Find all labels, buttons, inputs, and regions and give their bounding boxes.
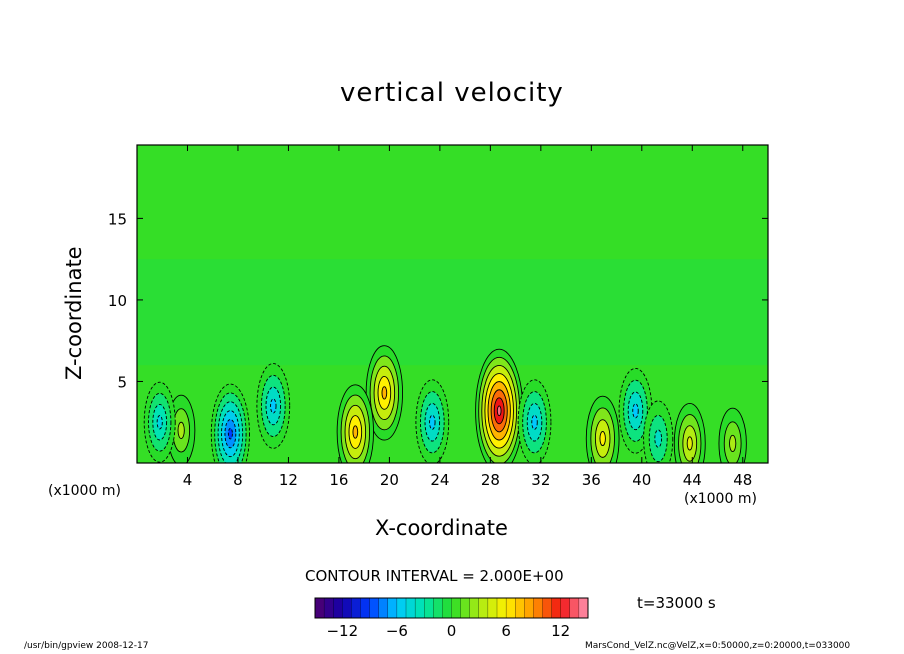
cell-11-level-3 — [632, 403, 639, 419]
cell-13-level-2 — [654, 429, 663, 448]
cell-7-level-5 — [227, 427, 233, 440]
colorbar-cell — [405, 597, 416, 619]
colorbar-cell — [323, 597, 334, 619]
x-tick-label: 28 — [481, 471, 500, 489]
x-tick-label: 36 — [582, 471, 601, 489]
colorbar-cell — [424, 597, 434, 619]
colorbar-cell — [542, 597, 553, 619]
x-unit-label-left: (x1000 m) — [48, 483, 121, 499]
x-tick-label: 44 — [683, 471, 702, 489]
colorbar-cell — [360, 597, 371, 619]
colorbar-cell — [369, 597, 380, 619]
colorbar-cell — [487, 597, 498, 619]
x-axis-label: X-coordinate — [375, 516, 508, 540]
colorbar-tick-label: 0 — [447, 622, 457, 640]
colorbar-cell — [569, 597, 580, 619]
cell-0-level-7 — [496, 405, 502, 417]
chart-title: vertical velocity — [340, 78, 564, 108]
colorbar-cell — [414, 597, 425, 619]
colorbar-cell — [387, 597, 398, 619]
colorbar-tick-label: −6 — [386, 622, 408, 640]
cell-8-level-3 — [270, 398, 277, 414]
colorbar-cell — [469, 597, 480, 619]
colorbar-cell — [560, 597, 571, 619]
field-band — [137, 259, 768, 366]
x-tick-label: 12 — [279, 471, 298, 489]
colorbar-tick-label: 6 — [501, 622, 511, 640]
footer-program-date: /usr/bin/gpview 2008-12-17 — [24, 641, 149, 651]
cell-10-level-3 — [531, 414, 538, 430]
colorbar-cell — [496, 597, 507, 619]
colorbar-cell — [515, 597, 525, 619]
y-tick-label: 10 — [108, 292, 127, 310]
cell-5-level-2 — [729, 434, 737, 453]
x-tick-label: 20 — [380, 471, 399, 489]
x-axis-ticks: 4 8 12 16 20 24 28 32 36 40 44 48 — [183, 145, 752, 489]
cell-2-level-4 — [352, 425, 359, 439]
y-tick-label: 5 — [117, 373, 127, 391]
cell-3-level-3 — [599, 431, 606, 447]
cell-9-level-3 — [429, 414, 436, 430]
colorbar-cell — [505, 597, 516, 619]
contour-interval-label: CONTOUR INTERVAL = 2.000E+00 — [305, 567, 564, 585]
colorbar-tick-label: −12 — [326, 622, 358, 640]
colorbar-cell — [578, 597, 589, 619]
cell-4-level-3 — [686, 436, 693, 451]
colorbar-tick-label: 12 — [551, 622, 570, 640]
cell-1-level-4 — [381, 386, 388, 400]
colorbar-cell — [314, 597, 325, 619]
x-tick-label: 48 — [733, 471, 752, 489]
colorbar-cell — [342, 597, 352, 619]
cell-12-level-3 — [156, 415, 163, 430]
colorbar-cell — [524, 597, 534, 619]
colorbar-cell — [533, 597, 543, 619]
colorbar-cell — [478, 597, 489, 619]
colorbar-cell — [460, 597, 471, 619]
y-axis-ticks: 5 10 15 — [108, 210, 768, 391]
time-label: t=33000 s — [637, 594, 716, 612]
x-tick-label: 16 — [329, 471, 348, 489]
cell-6-level-2 — [177, 421, 185, 439]
footer-file-info: MarsCond_VelZ.nc@VelZ,x=0:50000,z=0:2000… — [585, 641, 851, 651]
colorbar-cell — [551, 597, 562, 619]
y-axis-label: Z-coordinate — [62, 246, 86, 380]
x-tick-label: 24 — [430, 471, 449, 489]
colorbar-frame — [314, 597, 589, 619]
x-tick-label: 40 — [632, 471, 651, 489]
colorbar-cell — [396, 597, 407, 619]
contour-lines — [143, 345, 747, 463]
plot-frame — [136, 144, 769, 464]
y-tick-label: 15 — [108, 210, 127, 228]
colorbar-cell — [433, 597, 443, 619]
colorbar-cell — [451, 597, 462, 619]
x-tick-label: 4 — [183, 471, 193, 489]
colorbar-cell — [378, 597, 389, 619]
x-tick-label: 8 — [233, 471, 243, 489]
x-tick-label: 32 — [531, 471, 550, 489]
colorbar-cell — [333, 597, 343, 619]
colorbar-cell — [442, 597, 452, 619]
colorbar: −12 −6 0 6 12 — [314, 597, 589, 640]
colorbar-cell — [351, 597, 361, 619]
x-unit-label-right: (x1000 m) — [684, 491, 757, 507]
